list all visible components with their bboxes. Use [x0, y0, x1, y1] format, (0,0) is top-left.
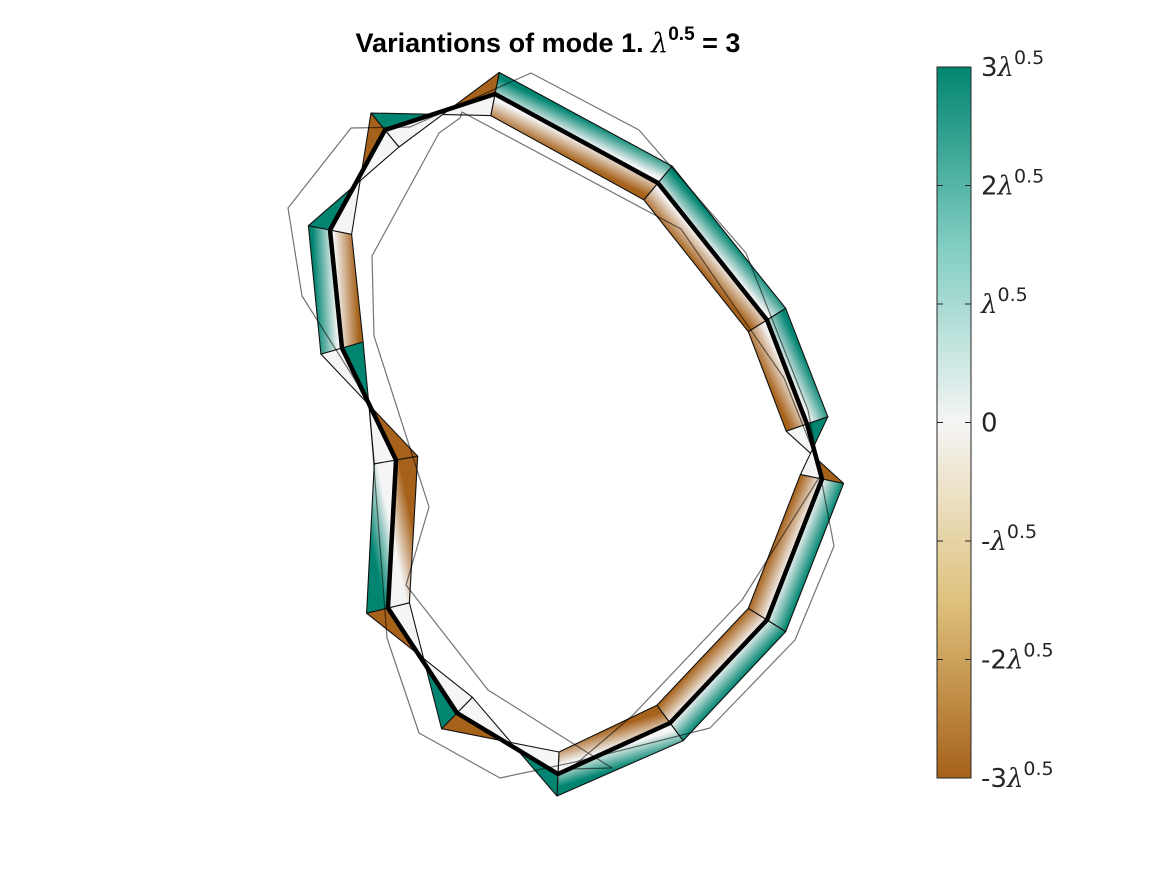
- colorbar: 3λ0.5 2λ0.5 λ0.5 0 -λ0.5 -2λ0.5 -3λ0.5: [936, 47, 1054, 794]
- title-prefix: Variantions of mode 1.: [356, 28, 652, 58]
- title-suffix: = 3: [695, 28, 741, 58]
- title-lambda: λ: [650, 28, 668, 59]
- mean-shape-outline: [327, 91, 825, 777]
- variation-ribbon-segment: [366, 607, 473, 714]
- variation-ribbon-segment: [456, 696, 559, 797]
- colorbar-tick-label: 3λ0.5: [981, 47, 1044, 83]
- colorbar-tick-label: λ0.5: [980, 284, 1028, 320]
- colorbar-ticks: 3λ0.5 2λ0.5 λ0.5 0 -λ0.5 -2λ0.5 -3λ0.5: [937, 47, 1054, 794]
- minus-3sd-shape-outline: [371, 111, 823, 770]
- colorbar-tick-label: -3λ0.5: [981, 758, 1054, 794]
- variation-ribbon-segment: [643, 182, 768, 333]
- colorbar-tick-label: 2λ0.5: [981, 166, 1044, 202]
- plus-3sd-shape-outline: [287, 72, 835, 779]
- chart-title: Variantions of mode 1. λ0.5 = 3: [356, 24, 741, 59]
- colorbar-tick-label: -2λ0.5: [981, 640, 1054, 676]
- colorbar-tick-label: -λ0.5: [981, 521, 1037, 557]
- title-exponent: 0.5: [668, 24, 695, 45]
- shape-variation-plot: [287, 71, 845, 797]
- colorbar-tick-label: 0: [981, 409, 998, 439]
